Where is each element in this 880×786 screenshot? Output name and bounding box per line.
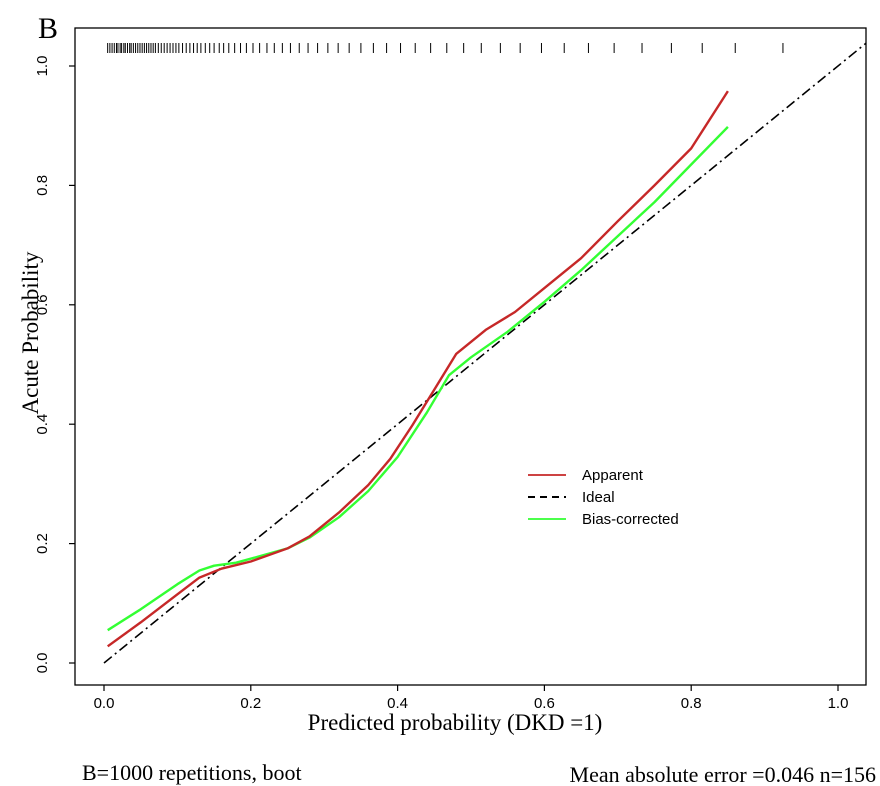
series-line-bias-corrected: [107, 126, 729, 632]
x-tick-label: 1.0: [828, 695, 849, 712]
rug-marks: [107, 43, 784, 53]
y-tick-label: 0.4: [34, 414, 51, 435]
series-lines: [103, 42, 867, 664]
legend-label: Apparent: [582, 467, 644, 484]
series-line-ideal: [103, 42, 867, 664]
y-tick-label: 0.6: [34, 294, 51, 315]
series-line-apparent: [106, 90, 729, 648]
x-axis-label: Predicted probability (DKD =1): [308, 710, 603, 735]
plot-frame: [74, 27, 867, 686]
legend-label: Bias-corrected: [582, 511, 679, 528]
x-tick-label: 0.6: [534, 695, 555, 712]
y-tick-label: 0.8: [34, 175, 51, 196]
footer-repetitions-note: B=1000 repetitions, boot: [82, 760, 302, 785]
x-tick-label: 0.4: [387, 695, 408, 712]
y-tick-label: 1.0: [34, 56, 51, 77]
x-tick-label: 0.0: [94, 695, 115, 712]
x-tick-label: 0.2: [240, 695, 261, 712]
legend: Apparent Ideal Bias-corrected: [528, 467, 679, 528]
x-tick-label: 0.8: [681, 695, 702, 712]
footer-error-note: Mean absolute error =0.046 n=156: [570, 762, 876, 786]
legend-label: Ideal: [582, 489, 615, 506]
y-tick-label: 0.2: [34, 533, 51, 554]
y-axis-label: Acute Probability: [18, 251, 43, 414]
axes: 0.0 0.2 0.4 0.6 0.8 1.0 0.0 0.2 0.4 0.6 0.8 1.0: [34, 56, 848, 712]
panel-label: B: [38, 12, 58, 45]
y-tick-label: 0.0: [34, 653, 51, 674]
